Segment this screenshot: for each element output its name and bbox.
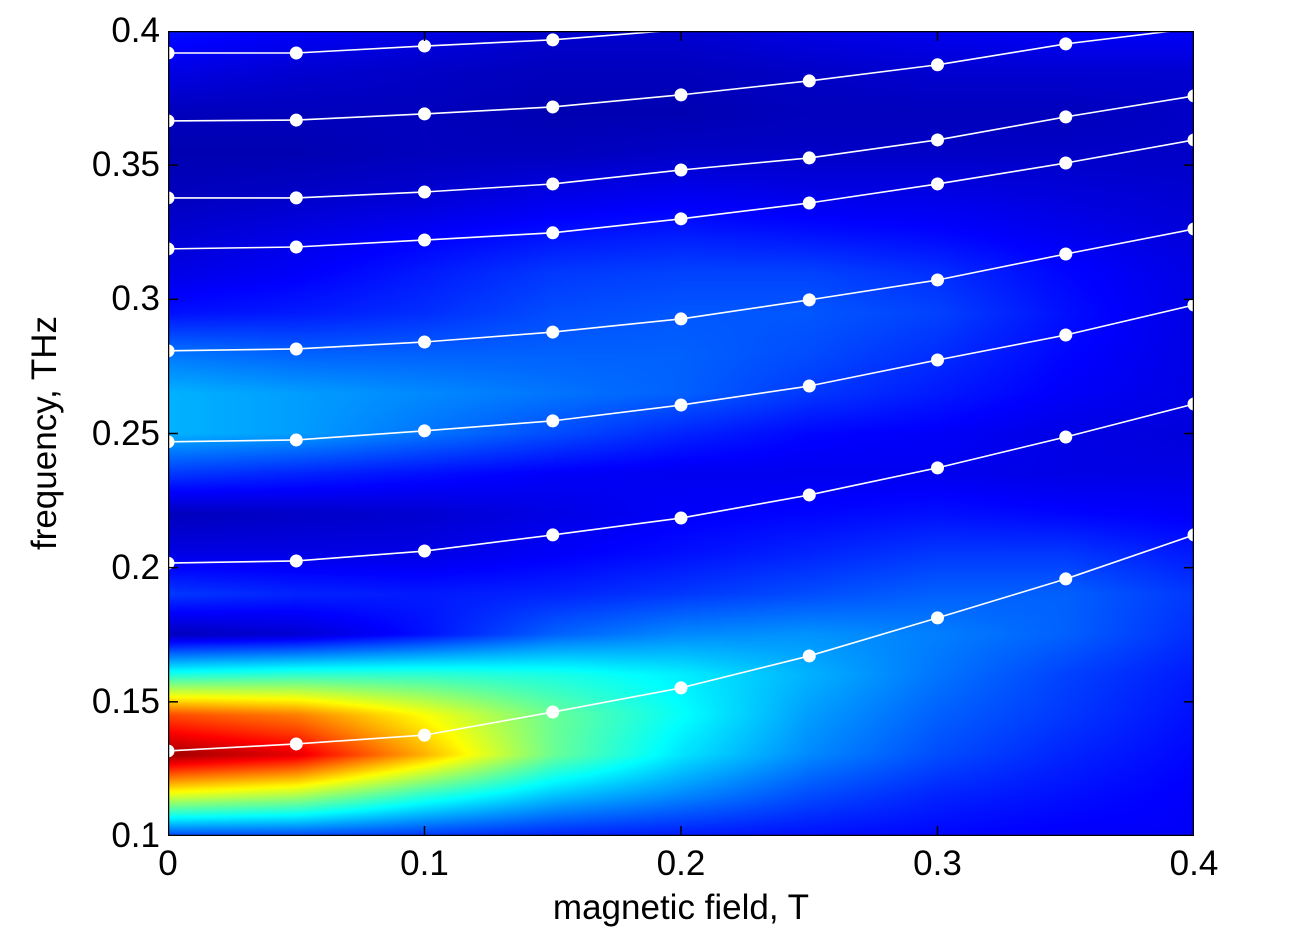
- x-tick-label: 0.4: [1169, 844, 1219, 883]
- data-point: [546, 705, 560, 719]
- data-point: [674, 312, 688, 326]
- data-point: [931, 58, 944, 72]
- x-tick-label: 0.3: [913, 844, 962, 883]
- data-point: [674, 681, 688, 695]
- data-point: [418, 39, 431, 53]
- data-point: [289, 240, 303, 254]
- series-line-mode-1: [168, 534, 1194, 752]
- data-point: [1187, 298, 1194, 312]
- series-line-mode-3: [168, 304, 1194, 443]
- data-point: [168, 191, 175, 205]
- data-point: [168, 744, 175, 758]
- data-point: [674, 163, 688, 177]
- data-point: [546, 100, 560, 114]
- data-point: [546, 33, 560, 47]
- data-point: [931, 177, 944, 191]
- data-point: [1059, 110, 1073, 124]
- data-point: [1059, 247, 1073, 261]
- data-point: [289, 191, 303, 205]
- x-tick-label: 0.2: [656, 844, 706, 883]
- data-point: [289, 433, 303, 447]
- data-point: [674, 212, 688, 226]
- data-point: [1187, 222, 1194, 236]
- data-point: [546, 414, 560, 428]
- data-point: [168, 344, 175, 358]
- data-point: [1187, 528, 1194, 542]
- data-point: [418, 424, 431, 438]
- x-axis-label: magnetic field, T: [552, 888, 810, 927]
- y-tick-label: 0.15: [91, 681, 160, 721]
- data-point: [418, 544, 431, 558]
- data-point: [1059, 572, 1073, 586]
- x-tick-label: 0: [158, 844, 178, 883]
- data-point: [289, 554, 303, 568]
- series-line-mode-2: [168, 403, 1194, 564]
- data-point: [1187, 397, 1194, 411]
- data-point: [168, 556, 175, 570]
- data-point: [289, 737, 303, 751]
- series-line-mode-4: [168, 228, 1194, 352]
- data-point: [931, 461, 944, 475]
- y-axis-label: frequency, THz: [25, 315, 64, 551]
- data-point: [931, 273, 944, 287]
- y-tick-label: 0.2: [111, 547, 160, 587]
- data-point: [931, 611, 944, 625]
- series-line-mode-5: [168, 139, 1194, 250]
- data-point: [931, 353, 944, 367]
- plot-area: [168, 31, 1194, 836]
- data-point: [418, 728, 431, 742]
- x-tick-label: 0.1: [400, 844, 449, 883]
- data-point: [1059, 156, 1073, 170]
- y-tick-label: 0.1: [111, 816, 160, 855]
- data-point: [168, 46, 175, 60]
- data-point: [802, 379, 816, 393]
- y-tick-label: 0.35: [91, 145, 160, 185]
- data-point: [931, 133, 944, 147]
- data-point: [418, 107, 431, 121]
- data-point: [802, 649, 816, 663]
- data-point: [802, 196, 816, 210]
- data-point: [1059, 430, 1073, 444]
- data-point: [168, 242, 175, 256]
- series-line-mode-6: [168, 95, 1194, 199]
- data-point: [802, 151, 816, 165]
- data-point: [546, 177, 560, 191]
- data-point: [674, 88, 688, 102]
- y-tick-label: 0.25: [91, 413, 160, 453]
- data-point: [289, 113, 303, 127]
- data-point: [802, 293, 816, 307]
- data-point: [802, 74, 816, 88]
- y-tick-label: 0.4: [111, 11, 160, 50]
- data-point: [546, 528, 560, 542]
- data-point: [674, 511, 688, 525]
- data-point: [168, 114, 175, 128]
- data-point: [546, 325, 560, 339]
- data-point: [674, 398, 688, 412]
- data-point: [1187, 89, 1194, 103]
- series-line-mode-7: [168, 31, 1179, 122]
- axes-box: [168, 31, 1194, 836]
- data-point: [418, 233, 431, 247]
- data-point: [1187, 133, 1194, 147]
- y-tick-label: 0.3: [111, 279, 160, 319]
- data-point: [168, 435, 175, 449]
- data-point: [418, 185, 431, 199]
- data-point: [546, 226, 560, 240]
- data-point: [289, 342, 303, 356]
- series-overlay: [168, 31, 1194, 836]
- data-point: [418, 335, 431, 349]
- data-point: [1059, 328, 1073, 342]
- data-point: [802, 488, 816, 502]
- data-point: [1059, 37, 1073, 51]
- data-point: [289, 46, 303, 60]
